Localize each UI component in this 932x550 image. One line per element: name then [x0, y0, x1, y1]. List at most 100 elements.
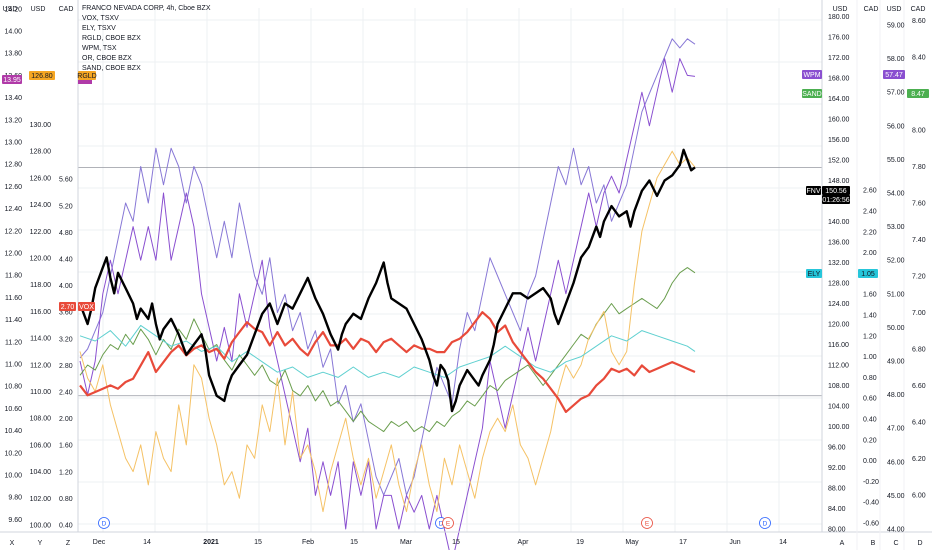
- axis-tick-label: 10.40: [4, 428, 22, 435]
- series-line-wpm[interactable]: [79, 58, 696, 550]
- time-axis-label: 15: [254, 539, 262, 546]
- event-marker-symbol: D: [102, 521, 107, 528]
- time-axis-label: Dec: [93, 539, 106, 546]
- axis-tick-label: 7.00: [912, 310, 926, 317]
- axis-tick-label: 57.00: [887, 90, 905, 97]
- axis-tick-label: 132.00: [828, 260, 850, 267]
- axis-tick-label: 5.20: [59, 203, 73, 210]
- axis-tick-label: 1.60: [863, 292, 877, 299]
- axis-tick-label: 6.80: [912, 347, 926, 354]
- axis-unit-label: USD: [833, 6, 848, 13]
- axis-tick-label: 45.00: [887, 493, 905, 500]
- axis-tick-label: 92.00: [828, 465, 846, 472]
- axis-tick-label: 2.60: [863, 188, 877, 195]
- series-label-sand: SAND: [802, 89, 822, 98]
- price-axis-2[interactable]: 130.00 128.00 126.00 124.00 122.00 120.00 118.…: [30, 122, 52, 530]
- legend-item-ely: ELY, TSXV: [82, 25, 116, 32]
- price-axis-6[interactable]: 59.00 58.00 57.00 56.00 55.00 54.00 53.00 52.00…: [887, 23, 905, 534]
- legend: FRANCO NEVADA CORP, 4h, Cboe BZX VOX, TS…: [82, 4, 211, 74]
- axis-tick-label: 2.40: [863, 209, 877, 216]
- price-badge-vox-value: 2.70: [59, 302, 76, 311]
- price-badge-ely-value-bg: [858, 269, 878, 278]
- axis-tick-label: 108.00: [828, 383, 850, 390]
- series-line-ely[interactable]: [79, 324, 696, 378]
- legend-item-rgld: RGLD, CBOE BZX: [82, 35, 141, 42]
- axis-tick-label: 2.20: [863, 229, 877, 236]
- axis-tick-label: 6.00: [912, 493, 926, 500]
- axis-tick-label: 104.00: [30, 469, 52, 476]
- axis-tick-label: 13.40: [4, 95, 22, 102]
- legend-item-vox: VOX, TSXV: [82, 15, 119, 22]
- axis-scale-button[interactable]: Z: [66, 540, 71, 547]
- axis-tick-label: 3.20: [59, 336, 73, 343]
- axis-tick-label: 11.40: [5, 317, 22, 324]
- axis-tick-label: 4.80: [59, 230, 73, 237]
- axis-tick-label: 10.60: [4, 406, 22, 413]
- axis-scale-button[interactable]: Y: [38, 540, 43, 547]
- price-badge-vox-name: VOX: [78, 302, 95, 311]
- axis-tick-label: 104.00: [828, 404, 850, 411]
- price-axis-3[interactable]: 5.60 5.20 4.80 4.40 4.00 3.60 3.20 2.80 2.40 2.00…: [59, 177, 73, 530]
- axis-tick-label: 124.00: [828, 301, 850, 308]
- event-marker-d[interactable]: D: [98, 517, 110, 529]
- axis-tick-label: -0.20: [863, 479, 879, 486]
- axis-tick-label: 156.00: [828, 137, 850, 144]
- axis-tick-label: 10.00: [4, 473, 22, 480]
- axis-tick-label: 116.00: [30, 309, 51, 316]
- price-badge-rgld-value-text: 126.80: [31, 73, 53, 80]
- axis-tick-label: 180.00: [828, 14, 850, 21]
- series-label-fnv-text: FNV: [807, 188, 821, 195]
- event-marker-e[interactable]: E: [641, 517, 653, 529]
- axis-tick-label: 14.00: [4, 29, 22, 36]
- series-line-fnv[interactable]: [78, 148, 696, 413]
- series-label-wpm-text: WPM: [803, 72, 820, 79]
- axis-tick-label: 114.00: [30, 336, 51, 343]
- axis-tick-label: 46.00: [887, 459, 905, 466]
- axis-scale-button[interactable]: X: [10, 540, 15, 547]
- series-line-rgld[interactable]: [79, 150, 696, 513]
- axis-tick-label: 7.20: [912, 274, 926, 281]
- axis-tick-label: 80.00: [828, 527, 846, 534]
- axis-tick-label: 116.00: [828, 342, 849, 349]
- axis-scale-button[interactable]: A: [840, 540, 845, 547]
- legend-item-sand: SAND, CBOE BZX: [82, 65, 141, 72]
- axis-unit-label: CAD: [911, 6, 926, 13]
- price-badge-rgld-value-bg: [29, 71, 55, 80]
- series-line-vox[interactable]: [79, 311, 696, 413]
- price-axis-1[interactable]: 14.2014.0013.8013.6013.4013.2013.0012.80…: [4, 6, 22, 524]
- axis-scale-button[interactable]: C: [893, 540, 898, 547]
- axis-tick-label: 122.00: [30, 229, 52, 236]
- axis-scale-button[interactable]: B: [871, 540, 876, 547]
- axis-tick-label: 4.40: [59, 257, 73, 264]
- event-marker-e[interactable]: E: [442, 517, 454, 529]
- price-badge-vox-value-bg: [59, 302, 76, 311]
- axis-tick-label: 136.00: [828, 240, 850, 247]
- axis-scale-button[interactable]: D: [917, 540, 922, 547]
- axis-tick-label: 148.00: [828, 178, 850, 185]
- price-badge-ely-value: 1.05: [858, 269, 878, 278]
- axis-tick-label: 128.00: [828, 281, 850, 288]
- time-axis-label: Mar: [400, 539, 413, 546]
- axis-tick-label: 126.00: [30, 175, 52, 182]
- axis-tick-label: 12.00: [4, 251, 22, 258]
- axis-tick-label: 54.00: [887, 191, 905, 198]
- axis-tick-label: 8.00: [912, 128, 926, 135]
- axis-tick-label: 2.00: [59, 416, 73, 423]
- price-badge-wpm-value-bg: [883, 70, 905, 79]
- axis-tick-label: 96.00: [828, 445, 846, 452]
- series-line-sand[interactable]: [79, 38, 696, 496]
- price-badge-vox-name-text: VOX: [79, 304, 94, 311]
- time-axis-label: May: [625, 539, 639, 546]
- axis-tick-label: 11.80: [5, 273, 22, 280]
- event-marker-circle: [98, 517, 110, 529]
- event-marker-d[interactable]: D: [759, 517, 771, 529]
- axis-tick-label: 2.80: [59, 363, 73, 370]
- axis-tick-label: 7.80: [912, 164, 926, 171]
- axis-tick-label: 1.20: [59, 469, 73, 476]
- series-label-wpm-bg: [802, 70, 822, 79]
- axis-tick-label: 124.00: [30, 202, 52, 209]
- time-axis-label: 15: [452, 539, 460, 546]
- price-axis-4[interactable]: 180.00 176.00 172.00 168.00 164.00 160.00 156.…: [828, 14, 850, 534]
- axis-tick-label: 0.80: [59, 496, 73, 503]
